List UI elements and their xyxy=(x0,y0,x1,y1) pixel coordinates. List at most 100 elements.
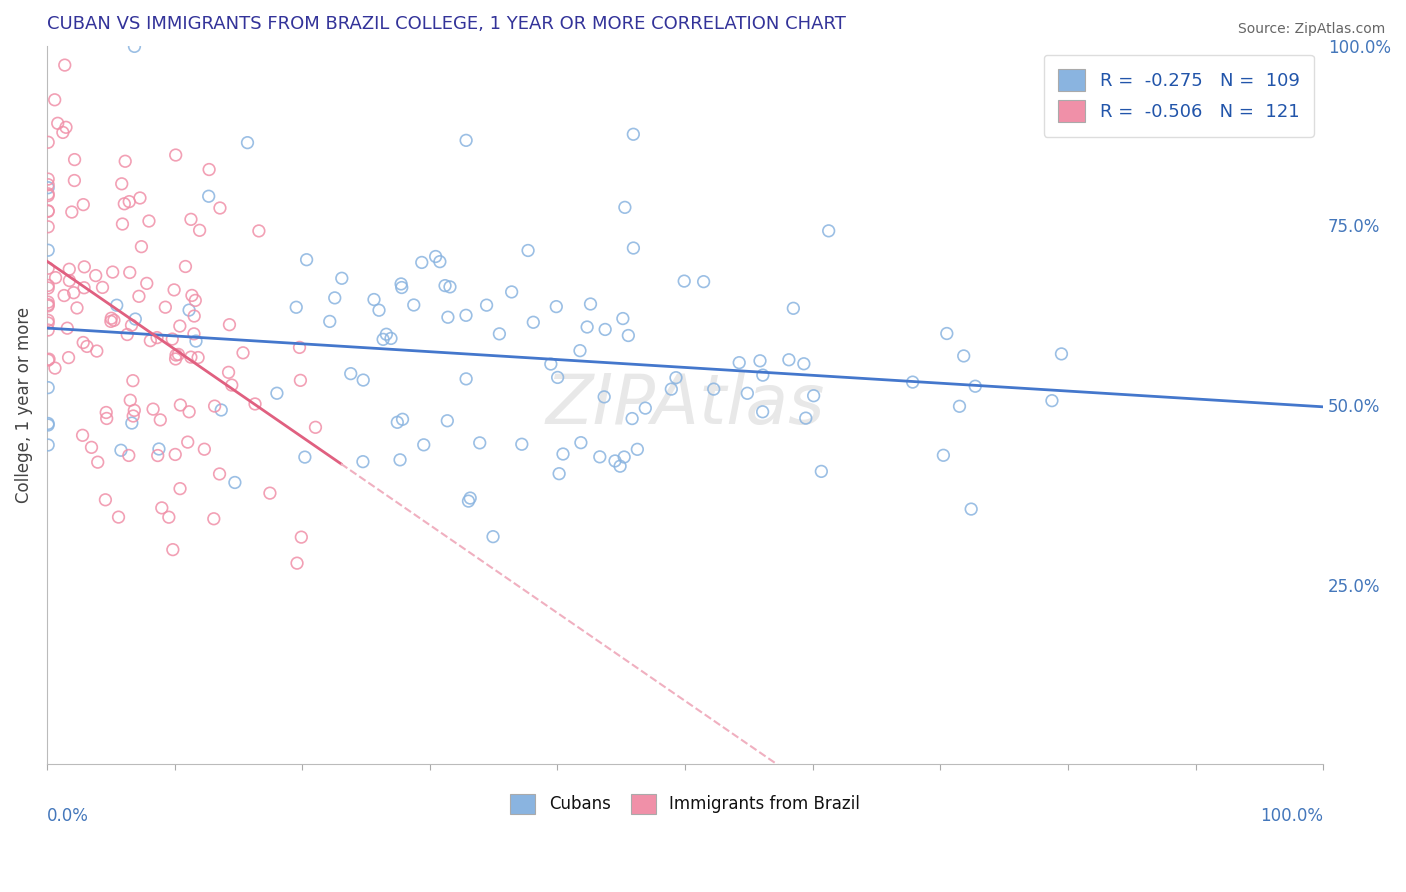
Point xyxy=(290,530,312,544)
Point xyxy=(952,349,974,363)
Point xyxy=(37,299,59,313)
Point xyxy=(224,475,246,490)
Point xyxy=(37,295,59,310)
Point xyxy=(118,194,141,209)
Text: 100.0%: 100.0% xyxy=(1260,807,1323,825)
Point xyxy=(402,298,425,312)
Point xyxy=(46,116,69,130)
Text: ZIPAtlas: ZIPAtlas xyxy=(546,371,825,439)
Point xyxy=(163,283,186,297)
Text: 0.0%: 0.0% xyxy=(46,807,89,825)
Point xyxy=(576,320,599,334)
Point xyxy=(793,357,815,371)
Point xyxy=(540,357,562,371)
Point xyxy=(105,298,128,312)
Point xyxy=(122,374,145,388)
Point xyxy=(169,319,191,334)
Point xyxy=(659,382,682,396)
Point xyxy=(1040,393,1063,408)
Point xyxy=(389,453,412,467)
Point xyxy=(621,411,644,425)
Point xyxy=(103,313,125,327)
Point xyxy=(107,510,129,524)
Point xyxy=(634,401,657,416)
Point xyxy=(613,200,636,214)
Point xyxy=(673,274,696,288)
Point xyxy=(218,365,240,379)
Point xyxy=(37,135,59,149)
Point xyxy=(45,270,67,285)
Point xyxy=(73,260,96,274)
Point xyxy=(295,252,318,267)
Point xyxy=(146,331,169,345)
Point xyxy=(456,372,478,386)
Point xyxy=(165,348,187,362)
Point xyxy=(139,334,162,348)
Point xyxy=(80,441,103,455)
Point xyxy=(58,351,80,365)
Point xyxy=(37,313,59,327)
Point xyxy=(965,379,987,393)
Point xyxy=(62,285,84,300)
Point xyxy=(319,314,342,328)
Point xyxy=(37,204,59,219)
Point xyxy=(183,309,205,323)
Point xyxy=(243,397,266,411)
Point xyxy=(146,449,169,463)
Point xyxy=(803,389,825,403)
Point xyxy=(703,382,725,396)
Point xyxy=(330,271,353,285)
Point xyxy=(117,327,139,342)
Point xyxy=(368,303,391,318)
Point xyxy=(72,335,94,350)
Point xyxy=(181,288,204,302)
Point xyxy=(174,260,197,274)
Point xyxy=(751,405,773,419)
Point xyxy=(37,261,59,276)
Point xyxy=(72,428,94,442)
Point xyxy=(454,308,477,322)
Point xyxy=(439,280,461,294)
Point xyxy=(58,262,80,277)
Point xyxy=(86,344,108,359)
Point xyxy=(437,310,460,325)
Point xyxy=(37,219,59,234)
Point xyxy=(569,343,592,358)
Point xyxy=(551,447,574,461)
Point xyxy=(612,311,634,326)
Point xyxy=(411,255,433,269)
Y-axis label: College, 1 year or more: College, 1 year or more xyxy=(15,307,32,503)
Point xyxy=(197,189,219,203)
Point xyxy=(165,148,187,162)
Point xyxy=(458,491,481,505)
Point xyxy=(209,403,232,417)
Point xyxy=(96,405,118,419)
Point xyxy=(135,277,157,291)
Point xyxy=(124,39,146,54)
Point xyxy=(37,298,59,312)
Point xyxy=(76,339,98,353)
Point xyxy=(165,351,187,366)
Point xyxy=(180,350,202,364)
Point xyxy=(692,275,714,289)
Point xyxy=(121,318,143,333)
Point xyxy=(187,351,209,365)
Point xyxy=(548,467,571,481)
Point xyxy=(728,356,751,370)
Point xyxy=(352,373,374,387)
Point xyxy=(547,370,569,384)
Point xyxy=(37,323,59,337)
Point xyxy=(94,492,117,507)
Point xyxy=(778,352,800,367)
Point xyxy=(37,186,59,201)
Point xyxy=(72,197,94,211)
Point xyxy=(111,177,134,191)
Point xyxy=(569,435,592,450)
Point xyxy=(157,510,180,524)
Point xyxy=(285,556,308,570)
Point xyxy=(456,133,478,147)
Legend: Cubans, Immigrants from Brazil: Cubans, Immigrants from Brazil xyxy=(503,787,866,821)
Point xyxy=(118,449,141,463)
Point xyxy=(121,416,143,430)
Point xyxy=(37,203,59,218)
